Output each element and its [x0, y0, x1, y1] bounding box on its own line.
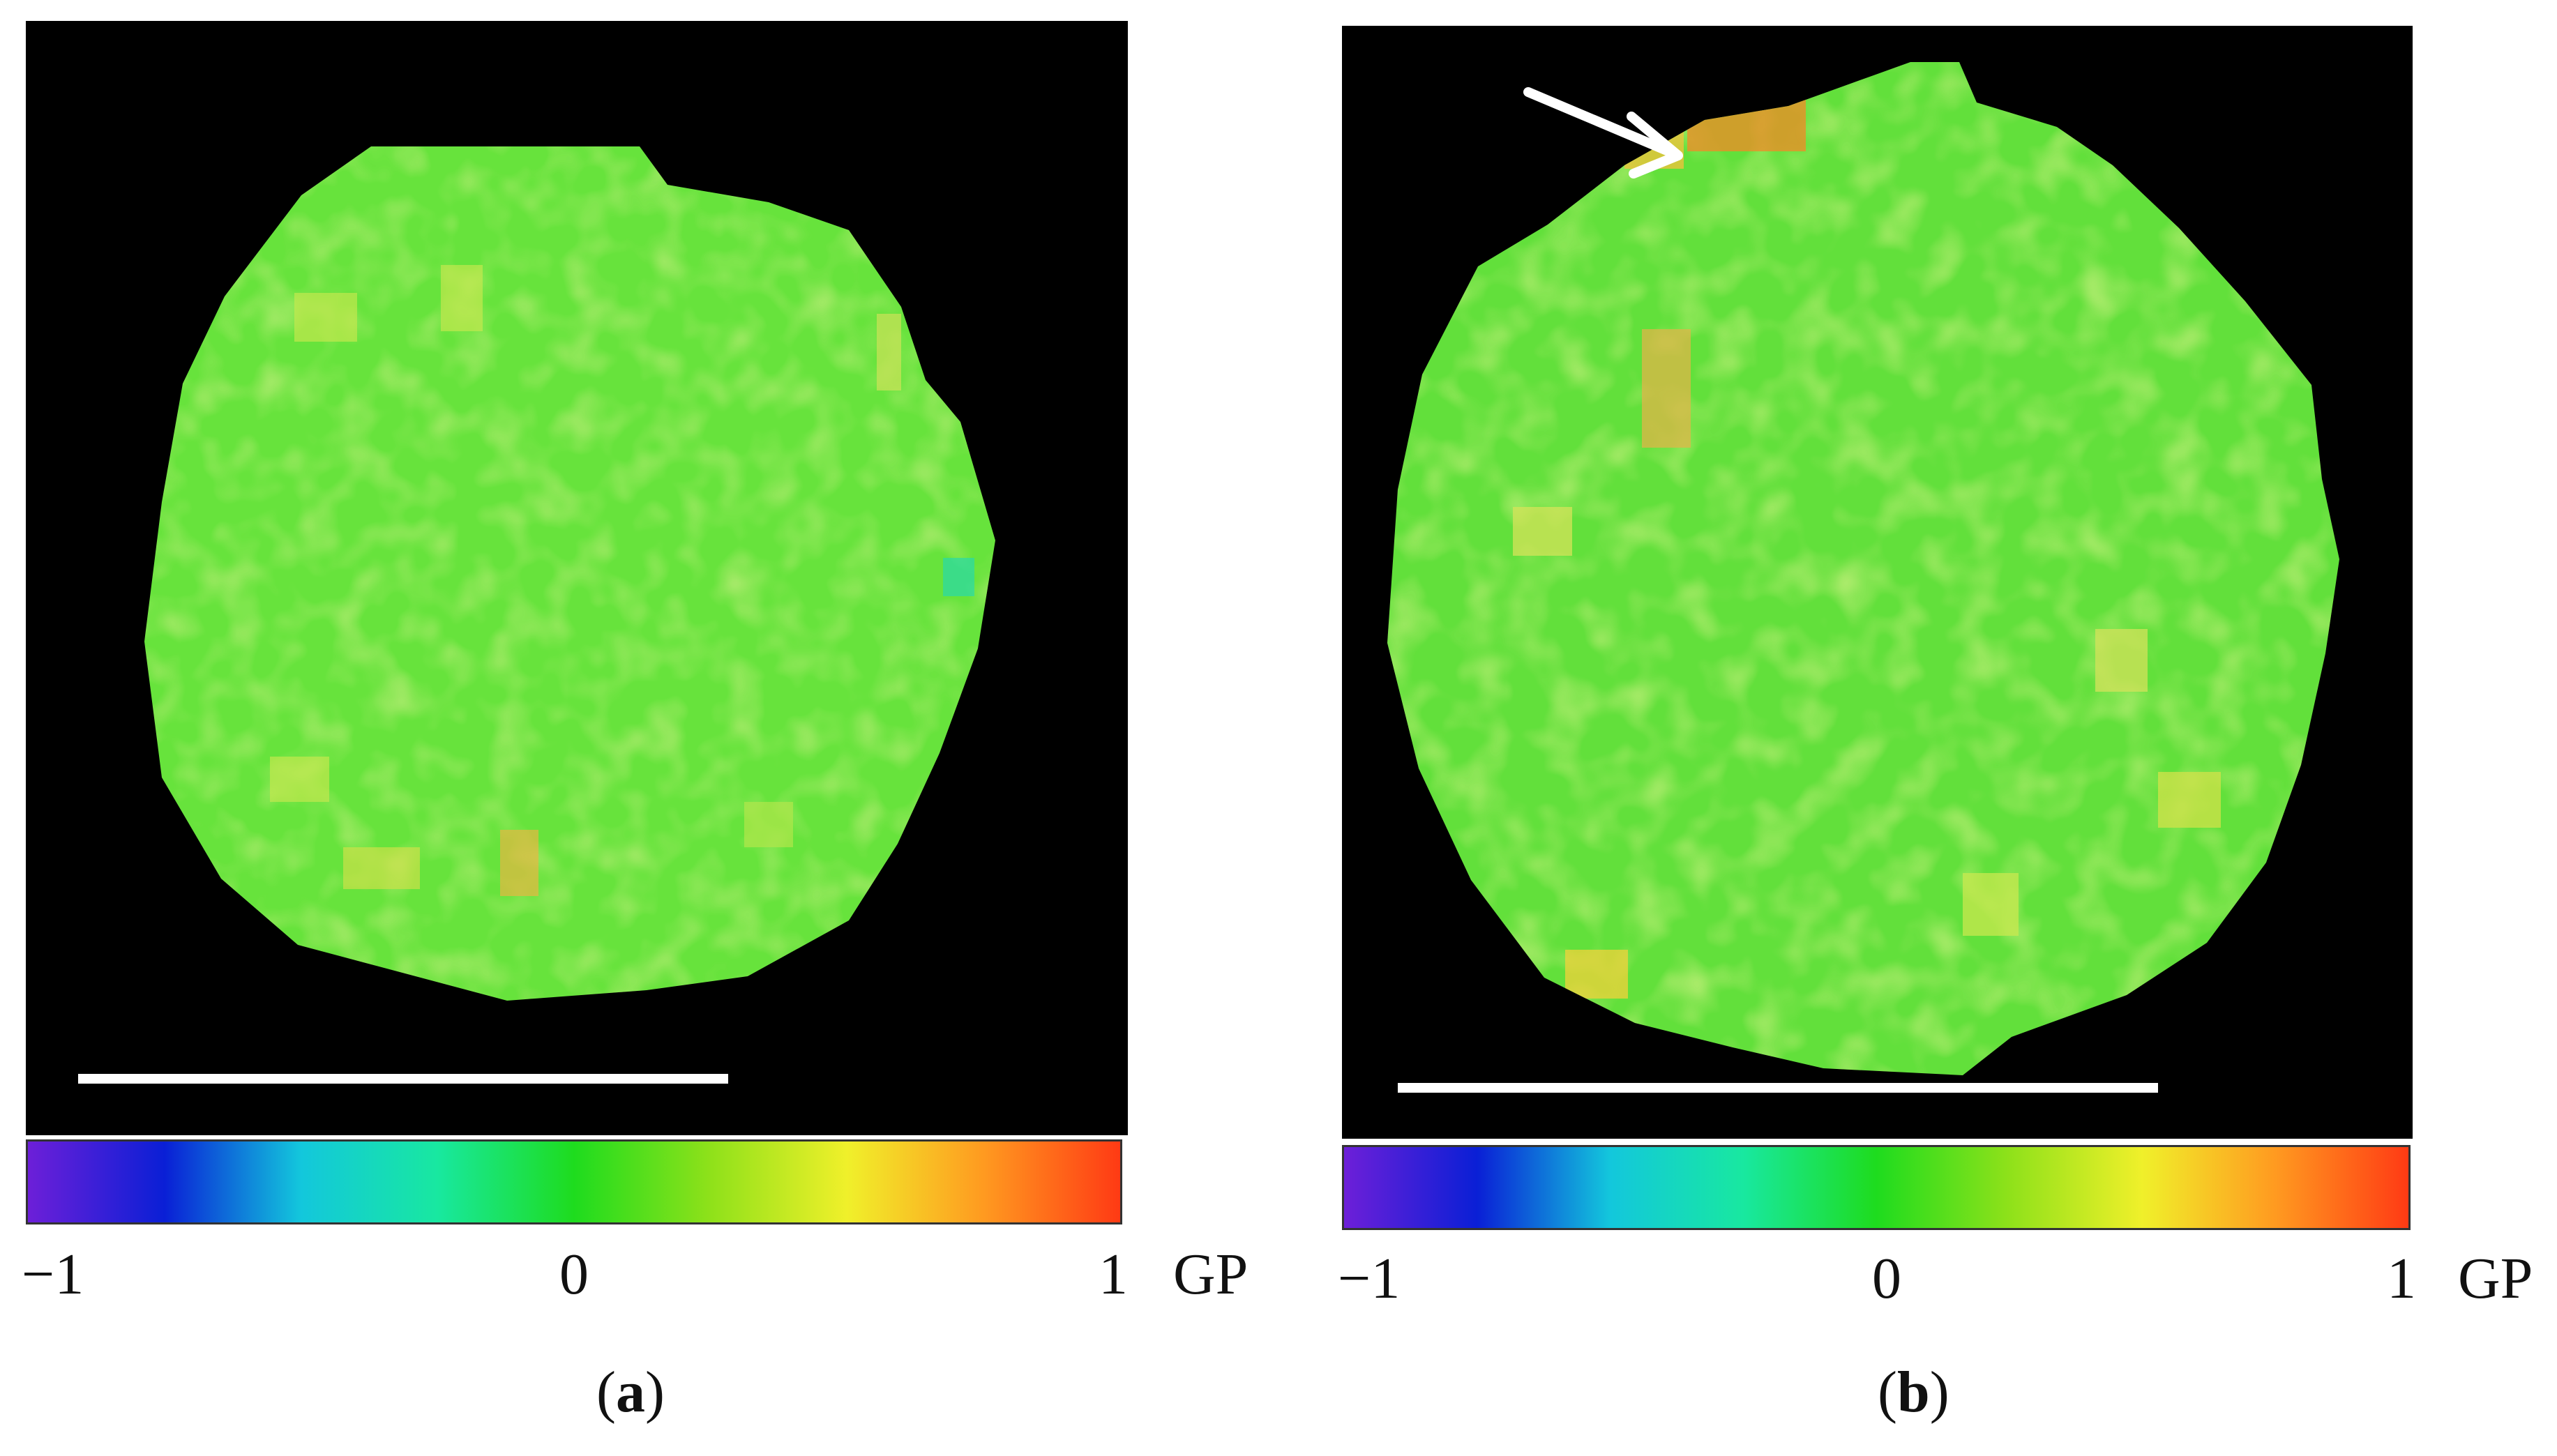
gp-map-a — [26, 21, 1128, 1135]
gp-cell-region-b — [1387, 62, 2339, 1075]
gp-image-b — [1342, 26, 2413, 1139]
gp-map-b — [1342, 26, 2413, 1139]
caption-close-paren-a: ) — [644, 1360, 665, 1425]
panel-caption-b: (b) — [1878, 1363, 1949, 1422]
colorbar-unit-label-b: GP — [2458, 1246, 2533, 1311]
caption-letter-b: b — [1896, 1360, 1930, 1425]
colorbar-b — [1342, 1145, 2411, 1230]
gp-image-a — [26, 21, 1128, 1135]
colorbar-max-label-b: 1 — [2387, 1246, 2416, 1311]
colorbar-zero-label-a: 0 — [559, 1242, 589, 1307]
panel-b: −1 0 1 GP (b) — [1338, 0, 2533, 1456]
caption-open-paren-b: ( — [1878, 1360, 1897, 1425]
colorbar-a — [26, 1139, 1122, 1224]
colorbar-min-label-b: −1 — [1338, 1246, 1401, 1311]
caption-close-paren-b: ) — [1929, 1360, 1949, 1425]
scale-bar-a — [78, 1074, 728, 1084]
colorbar-zero-label-b: 0 — [1872, 1246, 1901, 1311]
colorbar-unit-label-a: GP — [1173, 1242, 1249, 1307]
gp-cell-region-a — [144, 146, 995, 1001]
gp-texture-layer — [1387, 62, 2339, 1075]
panel-caption-a: (a) — [596, 1363, 665, 1422]
panel-a: −1 0 1 GP (a) — [22, 0, 1248, 1456]
colorbar-max-label-a: 1 — [1099, 1242, 1128, 1307]
caption-letter-a: a — [615, 1360, 645, 1425]
scale-bar-b — [1398, 1083, 2158, 1093]
colorbar-min-label-a: −1 — [22, 1242, 84, 1307]
gp-highlight-patches-a — [270, 265, 974, 896]
gp-texture-layer — [144, 146, 995, 1001]
caption-open-paren-a: ( — [596, 1360, 616, 1425]
